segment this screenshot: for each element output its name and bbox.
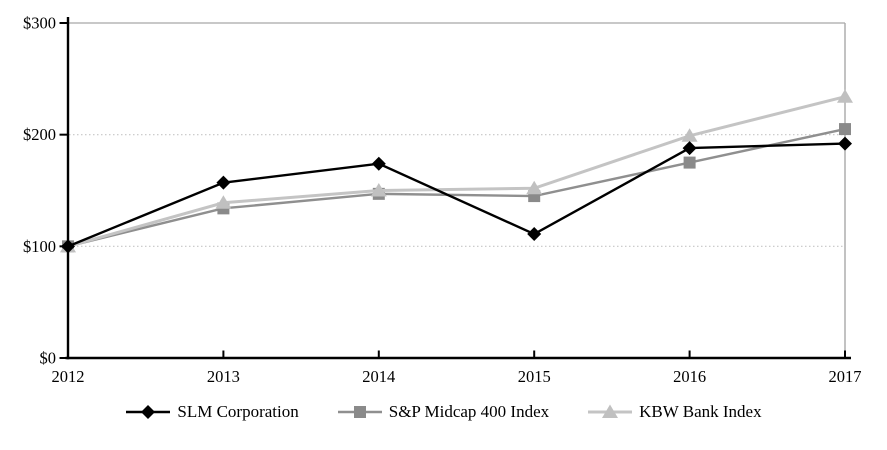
legend-triangle-marker-icon (588, 404, 633, 418)
y-axis-label-200: $200 (23, 125, 56, 144)
marker-kbw-bank-index-2013 (215, 195, 232, 209)
marker-slm-corporation-2014 (371, 156, 386, 171)
legend-square-marker-icon (337, 406, 382, 418)
marker-slm-corporation-2016 (682, 141, 697, 156)
series-s-p-midcap-400-index (62, 123, 851, 253)
legend-diamond-marker-icon (126, 405, 171, 419)
x-axis-label-2013: 2013 (207, 367, 240, 386)
marker-kbw-bank-index-2017 (837, 89, 853, 103)
legend-label-slm-corporation: SLM Corporation (177, 402, 299, 421)
marker-s-p-midcap-400-index-2017 (839, 123, 851, 136)
series-slm-corporation (61, 136, 852, 254)
chart-legend: SLM Corporation S&P Midcap 400 Index KBW… (0, 402, 887, 422)
gridlines (68, 22, 846, 358)
marker-kbw-bank-index-2015 (526, 180, 543, 195)
x-axis-label-2015: 2015 (518, 367, 551, 386)
series-group (60, 89, 853, 254)
legend-label-sp-midcap-400-index: S&P Midcap 400 Index (388, 402, 550, 421)
y-axis-label-0: $0 (40, 349, 57, 368)
legend-item-slm-corporation: SLM Corporation (125, 402, 299, 422)
marker-slm-corporation-2017 (838, 136, 852, 151)
marker-kbw-bank-index-2016 (681, 128, 698, 142)
legend-label-kbw-bank-index: KBW Bank Index (639, 402, 762, 421)
series-line-s-p-midcap-400-index (67, 127, 846, 248)
legend-item-kbw-bank-index: KBW Bank Index (587, 402, 762, 422)
y-axis-label-300: $300 (23, 14, 56, 33)
x-axis-label-2014: 2014 (362, 367, 395, 386)
marker-kbw-bank-index-2014 (370, 183, 387, 197)
marker-s-p-midcap-400-index-2016 (683, 156, 696, 169)
x-axis-label-2016: 2016 (673, 367, 706, 386)
axes: $0 $100 $200 $300 2012 2013 2014 2015 2016 2017 (23, 14, 862, 387)
marker-slm-corporation-2015 (527, 227, 542, 242)
legend-item-sp-midcap-400-index: S&P Midcap 400 Index (337, 402, 549, 422)
y-axis-label-100: $100 (23, 237, 56, 256)
marker-slm-corporation-2013 (216, 175, 231, 190)
series-kbw-bank-index (60, 89, 853, 253)
series-line-slm-corporation (67, 142, 846, 248)
x-axis-label-2017: 2017 (829, 367, 862, 386)
x-axis-label-2012: 2012 (52, 367, 85, 386)
series-line-kbw-bank-index (67, 95, 846, 248)
